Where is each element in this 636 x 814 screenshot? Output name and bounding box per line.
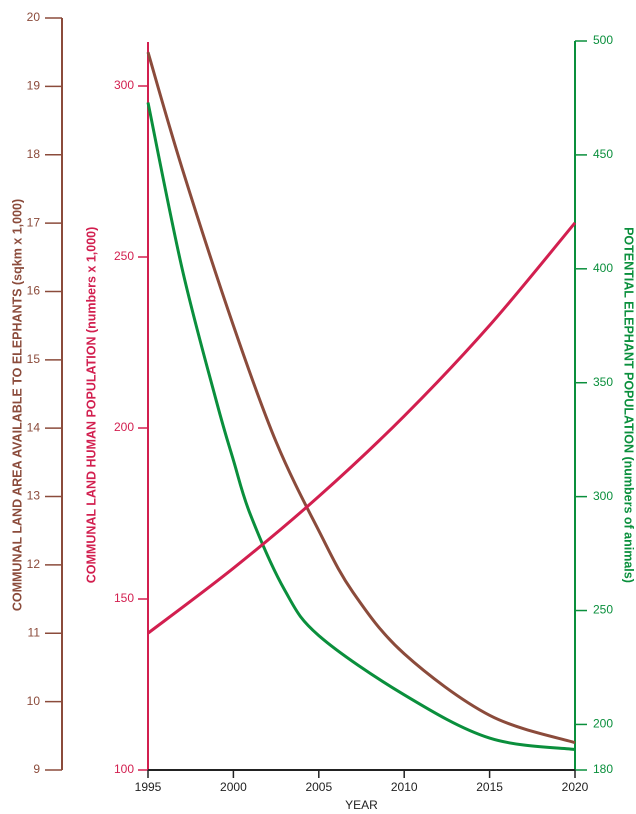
data-line bbox=[147, 221, 577, 635]
tick-label: 11 bbox=[28, 625, 41, 639]
x-tick-label: 1995 bbox=[135, 780, 162, 794]
axis-label: POTENTIAL ELEPHANT POPULATION (numbers o… bbox=[622, 227, 636, 583]
tick-label: 16 bbox=[27, 284, 41, 298]
x-axis-label: YEAR bbox=[345, 798, 378, 812]
tick-label: 100 bbox=[114, 762, 134, 776]
tick-label: 20 bbox=[27, 10, 41, 24]
tick-label: 15 bbox=[27, 352, 41, 366]
x-tick-label: 2005 bbox=[305, 780, 332, 794]
tick-label: 10 bbox=[27, 694, 41, 708]
tick-label: 12 bbox=[27, 557, 41, 571]
axis-label: COMMUNAL LAND HUMAN POPULATION (numbers … bbox=[84, 227, 98, 584]
tick-label: 500 bbox=[593, 33, 613, 47]
x-tick-label: 2020 bbox=[562, 780, 589, 794]
tick-label: 150 bbox=[114, 591, 134, 605]
tick-label: 14 bbox=[27, 420, 41, 434]
tick-label: 450 bbox=[593, 147, 613, 161]
x-tick-label: 2015 bbox=[476, 780, 503, 794]
tick-label: 18 bbox=[27, 147, 41, 161]
tick-label: 13 bbox=[27, 489, 41, 503]
axis-label: COMMUNAL LAND AREA AVAILABLE TO ELEPHANT… bbox=[10, 199, 24, 611]
tick-label: 400 bbox=[593, 261, 613, 275]
data-line bbox=[146, 102, 576, 751]
tick-label: 200 bbox=[593, 717, 613, 731]
tick-label: 200 bbox=[114, 420, 134, 434]
tick-label: 250 bbox=[114, 249, 134, 263]
tick-label: 9 bbox=[33, 762, 40, 776]
tick-label: 300 bbox=[114, 78, 134, 92]
x-tick-label: 2010 bbox=[391, 780, 418, 794]
tick-label: 250 bbox=[593, 603, 613, 617]
x-tick-label: 2000 bbox=[220, 780, 247, 794]
tick-label: 300 bbox=[593, 489, 613, 503]
data-line bbox=[146, 51, 576, 745]
tick-label: 17 bbox=[27, 215, 41, 229]
tick-label: 350 bbox=[593, 375, 613, 389]
tick-label: 180 bbox=[593, 762, 613, 776]
tick-label: 19 bbox=[27, 79, 41, 93]
